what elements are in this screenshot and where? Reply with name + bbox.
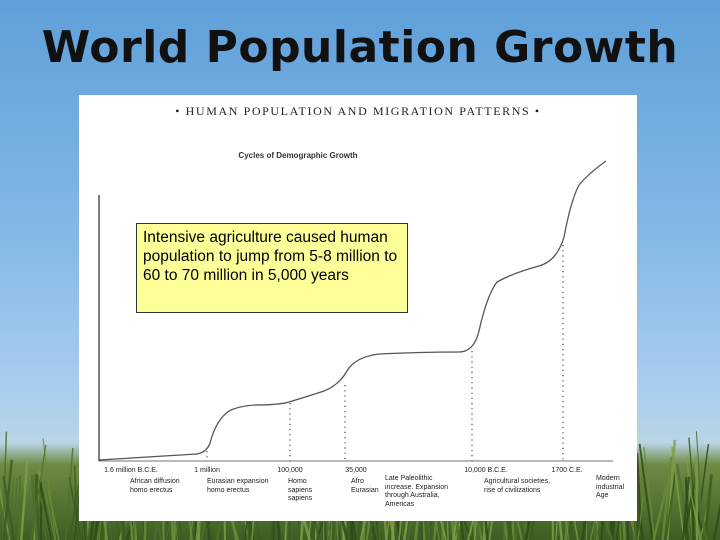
- annotation-callout: Intensive agriculture caused human popul…: [136, 223, 408, 313]
- figure-header: • HUMAN POPULATION AND MIGRATION PATTERN…: [175, 104, 541, 118]
- event-label: African diffusion homo erectus: [130, 478, 180, 494]
- figure-panel: • HUMAN POPULATION AND MIGRATION PATTERN…: [79, 95, 637, 521]
- x-tick-label: 1.6 million B.C.E.: [104, 467, 158, 474]
- population-growth-line: [98, 160, 607, 461]
- x-tick-label: 1 million: [194, 467, 220, 474]
- event-label: Eurasian expansion homo erectus: [207, 478, 269, 494]
- event-label: Modern industrial Age: [596, 475, 625, 499]
- x-tick-label: 1700 C.E.: [551, 467, 583, 474]
- x-tick-label: 35,000: [345, 467, 367, 474]
- chart-area: [98, 160, 613, 462]
- event-label: Agricultural societies, rise of civiliza…: [484, 478, 551, 494]
- x-tick-label: 100,000: [277, 467, 303, 474]
- event-label: Homo sapiens sapiens: [288, 478, 313, 502]
- event-label: Late Paleolithic increase. Expansion thr…: [385, 475, 449, 508]
- chart-title: Cycles of Demographic Growth: [238, 151, 358, 160]
- slide-title: World Population Growth: [41, 22, 679, 73]
- event-label: Afro Eurasian: [351, 478, 379, 494]
- x-tick-label: 10,000 B.C.E.: [464, 467, 508, 474]
